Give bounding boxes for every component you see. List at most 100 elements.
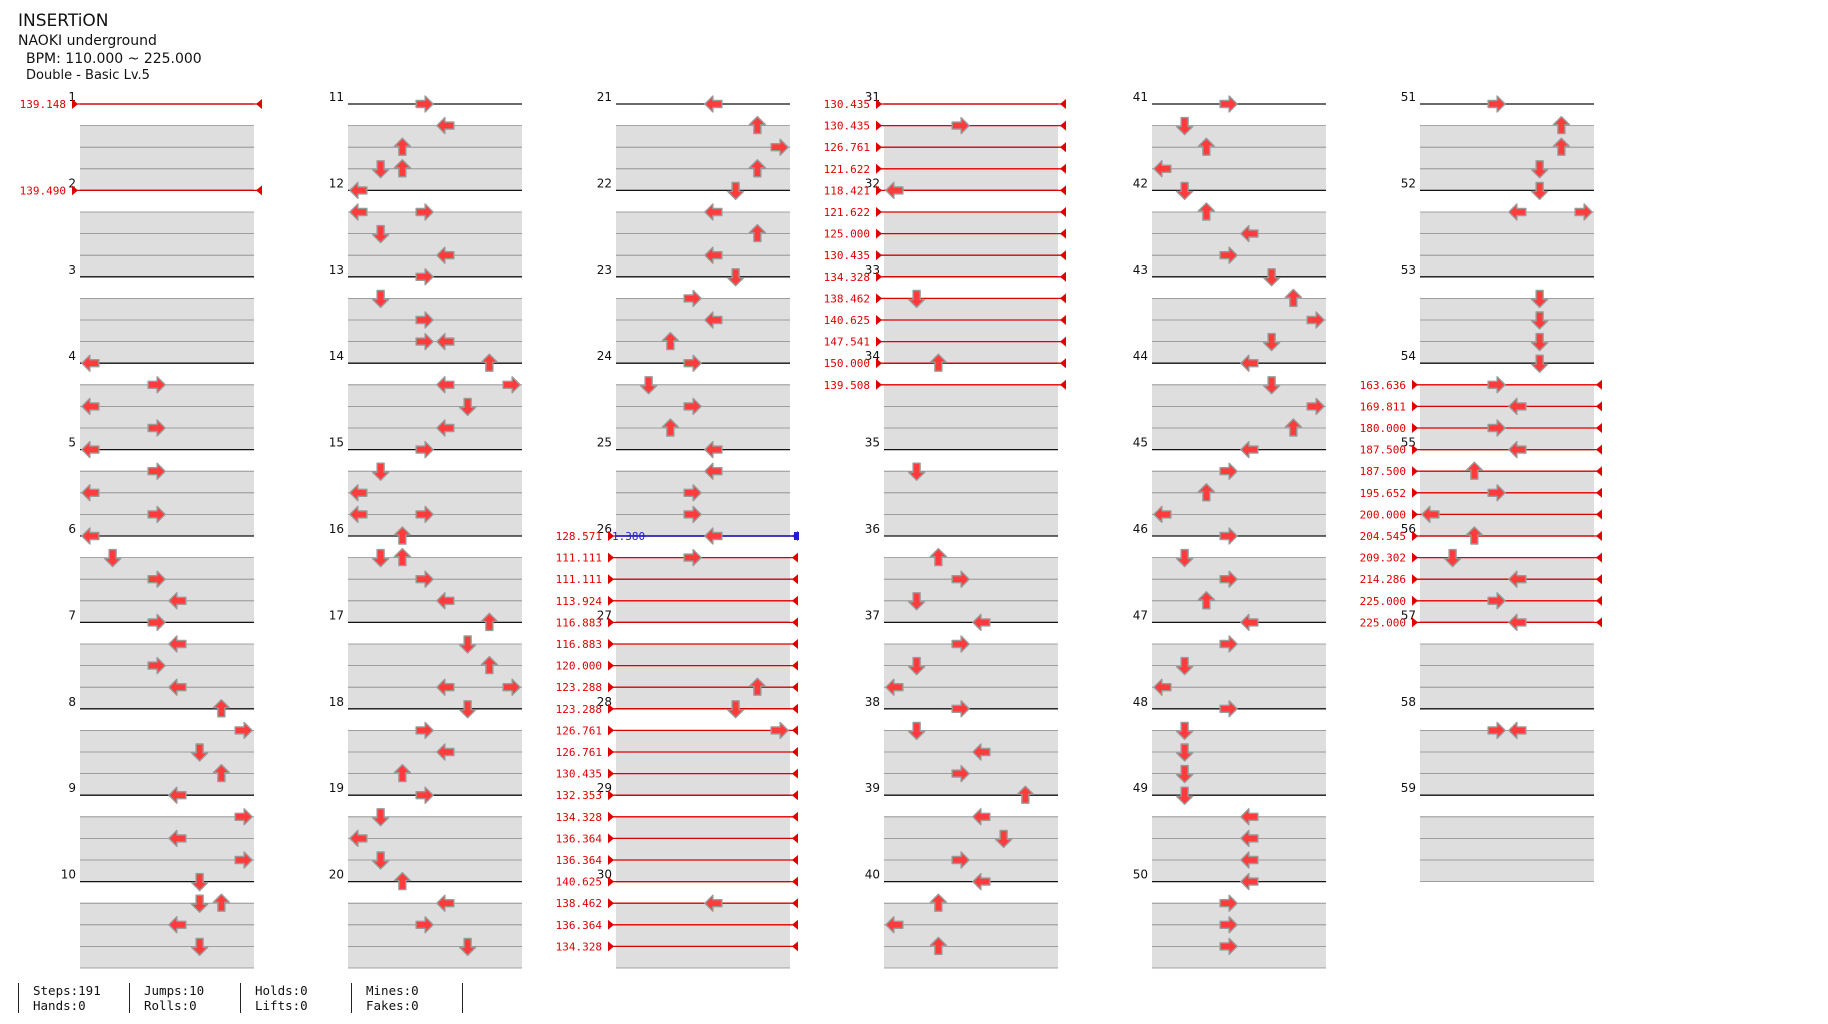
arrow-shape — [1508, 721, 1527, 740]
arrow-shape — [436, 376, 455, 394]
beat-band — [348, 773, 522, 796]
beat-band — [616, 946, 790, 968]
bpm-marker-right — [792, 617, 798, 628]
arrow-shape — [1219, 700, 1238, 718]
arrow-shape — [951, 764, 970, 783]
left-arrow-note — [1508, 613, 1527, 632]
left-arrow-note — [1240, 440, 1259, 459]
measure-number: 22 — [597, 176, 612, 190]
beat-band — [80, 255, 254, 277]
bpm-change-label: 121.622 — [824, 206, 870, 219]
arrow-shape — [907, 656, 926, 676]
arrow-shape — [393, 137, 412, 156]
arrow-shape — [349, 505, 368, 524]
arrow-shape — [502, 376, 521, 394]
arrow-shape — [1487, 419, 1506, 437]
left-arrow-note — [81, 397, 100, 416]
up-arrow-note — [393, 547, 412, 567]
up-arrow-note — [393, 871, 412, 891]
up-arrow-note — [480, 655, 499, 675]
arrow-shape — [349, 203, 368, 221]
left-arrow-note — [436, 419, 455, 437]
beat-band — [80, 406, 254, 428]
left-arrow-note — [1508, 397, 1527, 416]
arrow-shape — [234, 721, 253, 740]
bpm-marker-right — [1060, 379, 1066, 390]
beat-band — [616, 903, 790, 925]
arrow-shape — [349, 829, 368, 848]
beat-band — [616, 298, 790, 320]
right-arrow-note — [951, 635, 970, 653]
left-arrow-note — [436, 332, 455, 351]
beat-band — [884, 860, 1058, 882]
beat-band — [1152, 600, 1326, 623]
arrow-shape — [1284, 418, 1303, 437]
bpm-marker-right — [1596, 423, 1602, 433]
bpm-marker-right — [1060, 163, 1066, 174]
right-arrow-note — [415, 203, 434, 221]
beat-band — [348, 946, 522, 968]
arrow-shape — [1262, 268, 1281, 287]
arrow-shape — [972, 743, 991, 761]
right-arrow-note — [1219, 916, 1238, 934]
beat-band — [80, 320, 254, 342]
arrow-shape — [480, 612, 499, 632]
beat-band — [348, 600, 522, 623]
down-arrow-note — [458, 397, 477, 417]
bpm-marker-left — [608, 531, 614, 541]
beat-band — [884, 838, 1058, 860]
bpm-change-label: 169.811 — [1360, 400, 1406, 413]
arrow-shape — [1487, 721, 1506, 740]
arrow-shape — [661, 331, 680, 351]
arrow-shape — [1240, 851, 1259, 869]
arrow-shape — [147, 656, 166, 675]
arrow-shape — [393, 159, 412, 178]
beat-band — [884, 471, 1058, 493]
down-arrow-note — [1530, 311, 1549, 330]
beat-band — [348, 687, 522, 709]
left-arrow-note — [1508, 440, 1527, 459]
right-arrow-note — [1219, 527, 1238, 545]
arrow-shape — [212, 763, 231, 783]
beat-band — [616, 125, 790, 148]
measure-number: 36 — [865, 522, 880, 536]
bpm-change-label: 150.000 — [824, 357, 870, 370]
left-arrow-note — [704, 894, 723, 912]
bpm-marker-right — [792, 703, 798, 714]
beat-band — [80, 816, 254, 839]
beat-band — [616, 773, 790, 796]
beat-band — [616, 860, 790, 882]
arrow-shape — [726, 268, 745, 287]
arrow-shape — [748, 677, 767, 696]
right-arrow-note — [951, 116, 970, 135]
beat-band — [884, 557, 1058, 580]
arrow-shape — [951, 570, 970, 588]
bpm-marker-left — [608, 725, 614, 736]
arrow-shape — [1197, 202, 1216, 221]
down-arrow-note — [371, 224, 390, 244]
arrow-shape — [415, 440, 434, 459]
left-arrow-note — [436, 592, 455, 610]
beat-band — [1152, 341, 1326, 364]
bpm-marker-right — [792, 855, 798, 865]
beat-band — [348, 903, 522, 925]
arrow-shape — [1306, 311, 1325, 329]
beat-band — [1152, 492, 1326, 515]
arrow-shape — [1487, 592, 1506, 610]
arrow-shape — [1530, 181, 1549, 201]
beat-band — [884, 752, 1058, 774]
right-arrow-note — [951, 570, 970, 588]
arrow-shape — [683, 289, 702, 308]
hands-count: Hands:0 — [33, 998, 86, 1013]
arrow-shape — [1443, 548, 1462, 568]
bpm-change-label: 138.462 — [556, 897, 602, 910]
arrow-shape — [1421, 505, 1440, 524]
down-arrow-note — [371, 462, 390, 481]
bpm-marker-right — [1596, 552, 1602, 563]
beat-band — [616, 687, 790, 709]
arrow-shape — [683, 484, 702, 502]
arrow-shape — [994, 829, 1013, 849]
right-arrow-note — [1574, 203, 1593, 221]
up-arrow-note — [480, 612, 499, 632]
bpm-marker-left — [1412, 379, 1418, 390]
